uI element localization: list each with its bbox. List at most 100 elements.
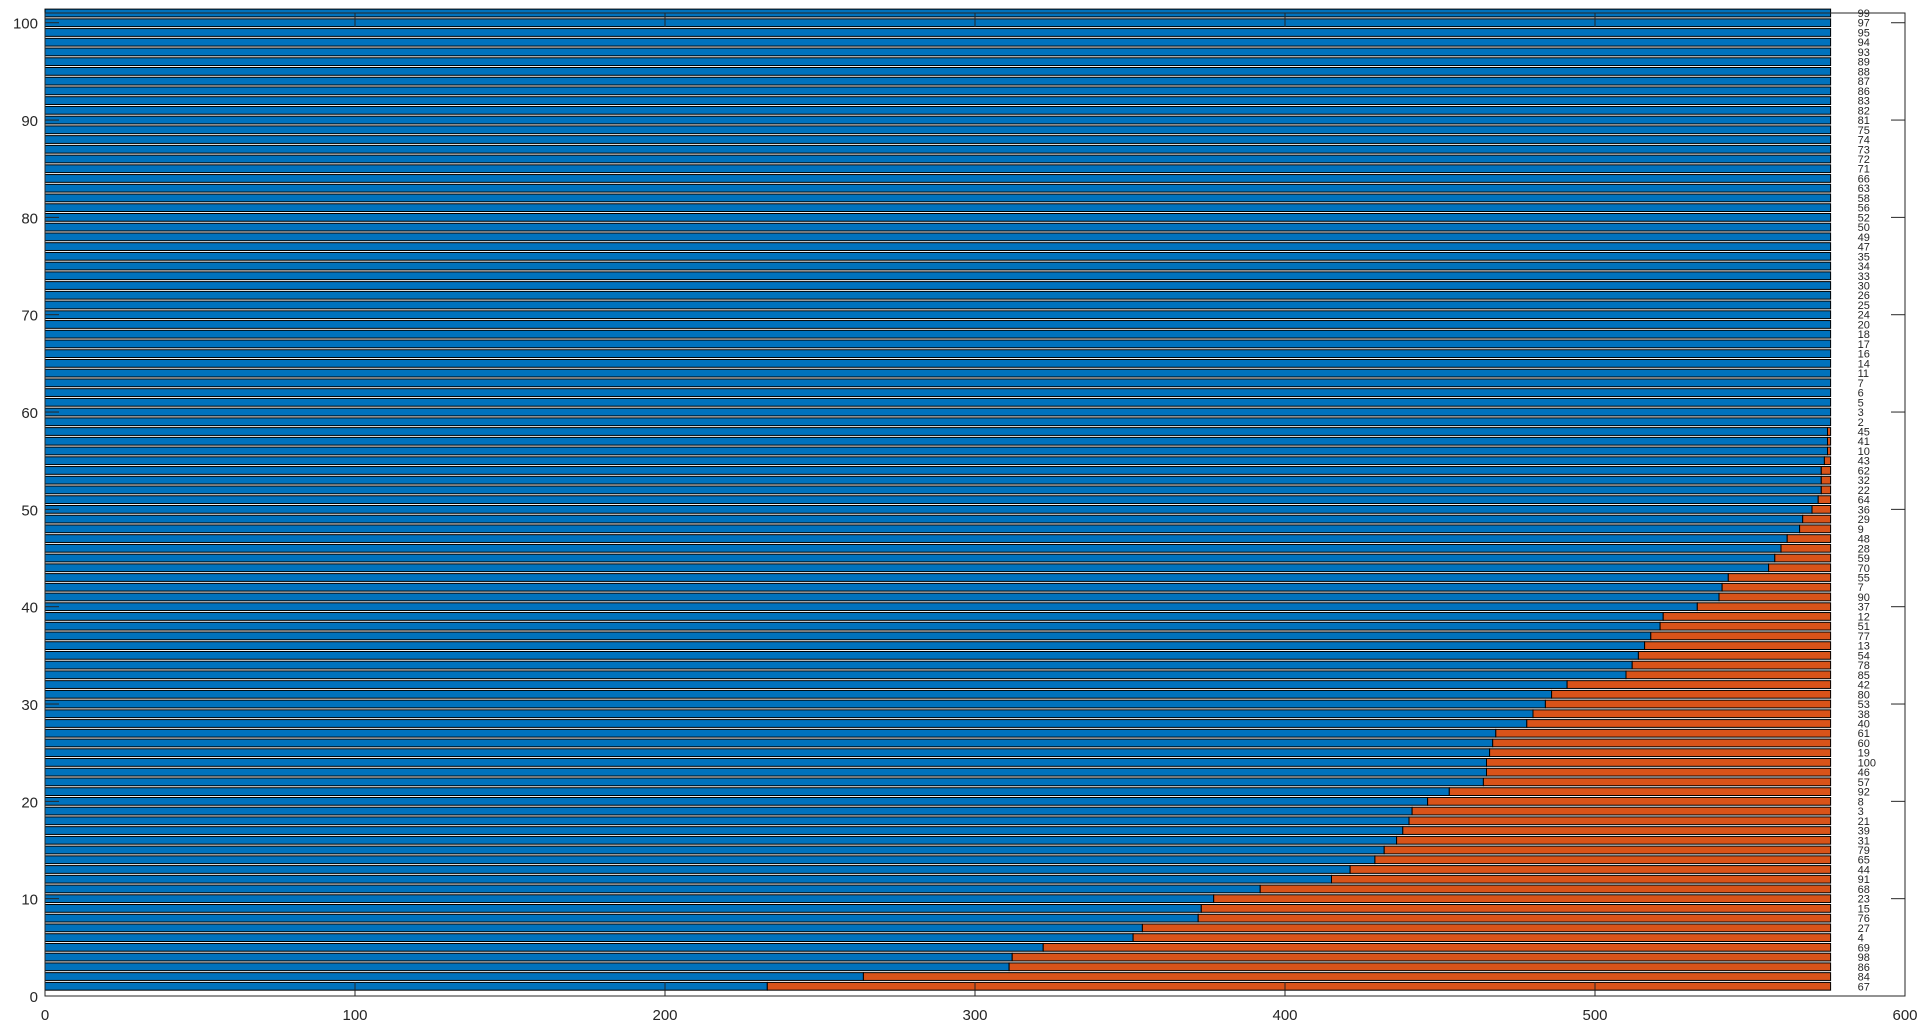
bar-segment-2	[1259, 884, 1832, 894]
bar-segment-2	[1011, 952, 1832, 962]
row-label: 25	[1858, 300, 1870, 312]
bar-segment-2	[1532, 709, 1832, 719]
row-label: 69	[1858, 942, 1870, 954]
bar-segment-1	[44, 57, 1832, 67]
bar-segment-2	[1780, 543, 1832, 553]
row-label: 3	[1858, 407, 1864, 419]
bar-segment-1	[44, 748, 1491, 758]
row-label: 20	[1858, 319, 1870, 331]
bar-segment-1	[44, 37, 1832, 47]
bar-segment-1	[44, 397, 1832, 407]
bar-segment-2	[1411, 806, 1832, 816]
row-label: 45	[1858, 427, 1870, 439]
bar-segment-1	[44, 349, 1832, 359]
bar-segment-1	[44, 738, 1494, 748]
bar-segment-1	[44, 855, 1376, 865]
row-label: 62	[1858, 465, 1870, 477]
bar-segment-1	[44, 300, 1832, 310]
bar-segment-1	[44, 534, 1788, 543]
bar-segment-1	[44, 504, 1813, 514]
bar-segment-2	[1721, 582, 1832, 592]
row-label: 82	[1858, 105, 1870, 117]
bar-segment-2	[862, 972, 1832, 981]
row-label: 8	[1858, 796, 1864, 808]
row-label: 52	[1858, 212, 1870, 224]
bar-segment-1	[44, 962, 1010, 972]
bar-segment-1	[44, 602, 1698, 612]
bar-segment-1	[44, 242, 1832, 251]
bar-segment-1	[44, 826, 1404, 835]
row-label: 46	[1858, 767, 1870, 779]
row-label: 85	[1858, 670, 1870, 682]
bar-segment-1	[44, 28, 1832, 37]
bar-segment-1	[44, 135, 1832, 144]
bar-segment-1	[44, 446, 1828, 456]
bar-segment-1	[44, 115, 1832, 125]
bar-segment-1	[44, 368, 1832, 378]
row-label: 18	[1858, 329, 1870, 341]
bar-segment-1	[44, 874, 1332, 884]
bar-segment-1	[44, 884, 1261, 894]
row-label: 84	[1858, 972, 1870, 984]
row-label: 67	[1858, 981, 1870, 993]
bar-segment-1	[44, 719, 1528, 728]
bar-segment-1	[44, 952, 1013, 962]
bar-segment-1	[44, 495, 1819, 505]
bar-segment-2	[1492, 738, 1832, 748]
bar-segment-1	[44, 806, 1413, 816]
row-label: 7	[1858, 582, 1864, 594]
row-label: 4	[1858, 933, 1864, 945]
bar-segment-1	[44, 86, 1832, 96]
bar-segment-1	[44, 251, 1832, 261]
bar-segment-1	[44, 261, 1832, 271]
bar-segment-2	[1727, 573, 1832, 582]
row-label: 2	[1858, 417, 1864, 429]
bar-segment-1	[44, 222, 1832, 232]
row-label: 49	[1858, 232, 1870, 244]
bar-segment-1	[44, 767, 1487, 777]
bar-segment-2	[1823, 456, 1832, 466]
bar-segment-1	[44, 466, 1822, 475]
bar-segment-1	[44, 728, 1497, 738]
bar-segment-1	[44, 125, 1832, 135]
bar-segment-1	[44, 612, 1664, 621]
bar-segment-2	[1396, 835, 1832, 845]
bar-segment-2	[1213, 894, 1832, 904]
bar-segment-1	[44, 47, 1832, 57]
x-tick-label: 600	[1892, 1007, 1917, 1024]
bar-segment-2	[1408, 816, 1832, 826]
bar-segment-1	[44, 290, 1832, 300]
bar-segment-1	[44, 105, 1832, 115]
bar-segment-2	[1650, 631, 1832, 641]
row-label: 75	[1858, 125, 1870, 137]
row-label: 30	[1858, 281, 1870, 293]
bar-segment-1	[44, 972, 864, 981]
bar-segment-1	[44, 310, 1832, 320]
bar-segment-1	[44, 193, 1832, 203]
bar-segment-1	[44, 378, 1832, 388]
bar-segment-1	[44, 621, 1661, 631]
bar-segment-1	[44, 320, 1832, 329]
bar-segment-1	[44, 96, 1832, 105]
x-tick-label: 500	[1582, 1007, 1607, 1024]
bar-segment-1	[44, 76, 1832, 86]
bar-segment-1	[44, 699, 1546, 709]
bar-segment-1	[44, 904, 1202, 913]
bar-segment-1	[44, 650, 1639, 660]
row-label: 26	[1858, 290, 1870, 302]
row-label: 40	[1858, 718, 1870, 730]
bar-segment-2	[1637, 650, 1832, 660]
bar-segment-1	[44, 582, 1723, 592]
row-label: 37	[1858, 602, 1870, 614]
bar-segment-2	[1799, 524, 1832, 534]
row-label: 64	[1858, 495, 1870, 507]
row-label: 61	[1858, 728, 1870, 740]
row-label: 86	[1858, 86, 1870, 98]
row-label: 22	[1858, 485, 1870, 497]
bar-segment-2	[1631, 660, 1832, 670]
row-label: 92	[1858, 787, 1870, 799]
bar-segment-1	[44, 631, 1652, 641]
bar-segment-1	[44, 388, 1832, 397]
bar-segment-2	[1718, 592, 1832, 602]
